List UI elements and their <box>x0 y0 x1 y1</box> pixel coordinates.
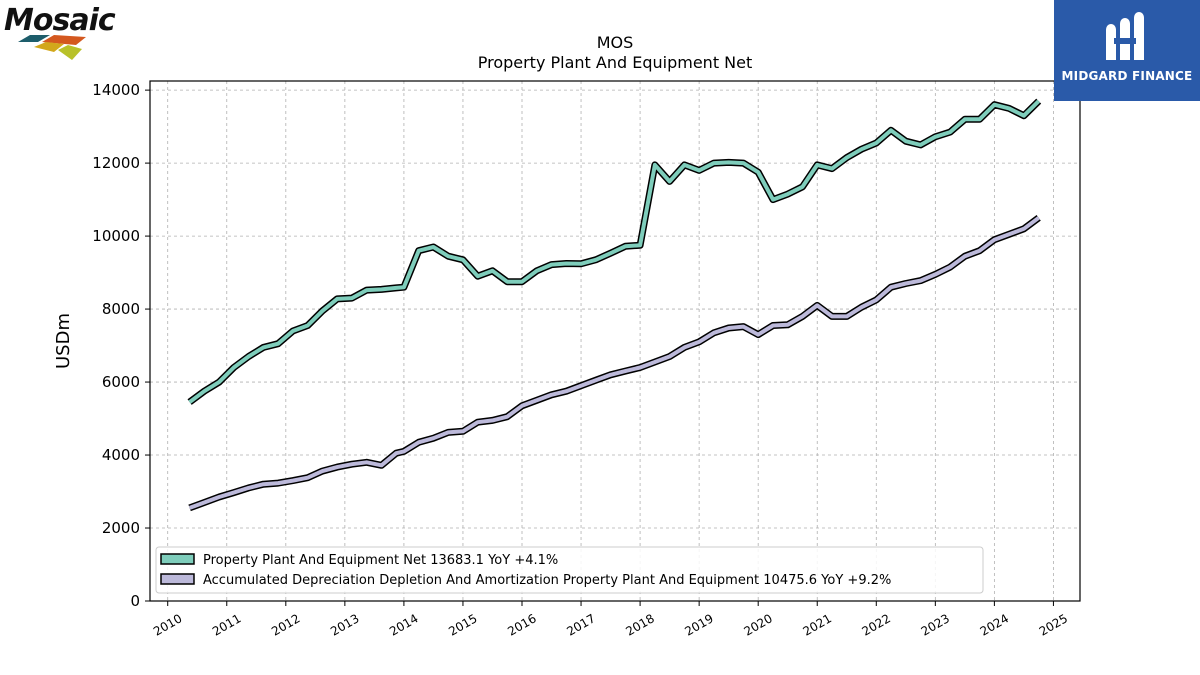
x-tick-label: 2016 <box>505 611 538 638</box>
x-tick-label: 2010 <box>151 611 184 638</box>
logo-tile-orange <box>42 35 86 45</box>
midgard-emblem-icon <box>1106 12 1144 60</box>
x-tick-label: 2017 <box>564 611 597 638</box>
x-tick-label: 2022 <box>860 611 893 638</box>
y-axis-label: USDm <box>53 313 74 369</box>
x-axis-ticks: 2010 2011 2012 2013 2014 2015 2016 2017 2018 2019… <box>151 601 1070 639</box>
chart-title: MOS <box>597 33 634 52</box>
x-tick-label: 2021 <box>801 611 834 638</box>
mosaic-logo: Mosaic <box>4 3 129 62</box>
y-tick-label: 8000 <box>102 300 140 318</box>
x-tick-label: 2015 <box>446 611 479 638</box>
legend-label-1: Accumulated Depreciation Depletion And A… <box>203 573 891 588</box>
grid <box>150 81 1080 602</box>
y-tick-label: 12000 <box>92 154 140 172</box>
x-tick-label: 2019 <box>682 611 715 638</box>
y-tick-label: 10000 <box>92 227 140 245</box>
x-tick-label: 2011 <box>210 611 243 638</box>
x-tick-label: 2013 <box>328 611 361 638</box>
mosaic-logo-text: Mosaic <box>4 4 116 38</box>
legend-swatch-1 <box>160 573 195 585</box>
legend-label-0: Property Plant And Equipment Net 13683.1… <box>203 553 558 568</box>
logo-tile-lime <box>58 45 82 60</box>
legend-box <box>155 546 984 594</box>
y-tick-label: 14000 <box>92 81 140 99</box>
logo-tile-gold <box>34 42 64 52</box>
y-tick-label: 6000 <box>102 373 140 391</box>
series-lines <box>187 98 1042 512</box>
y-tick-label: 2000 <box>102 519 140 537</box>
x-tick-label: 2012 <box>269 611 302 638</box>
x-tick-label: 2014 <box>387 611 420 638</box>
legend: Property Plant And Equipment Net 13683.1… <box>155 546 984 594</box>
series-line-1 <box>188 216 1040 510</box>
x-tick-label: 2023 <box>919 611 952 638</box>
logo-tile-teal <box>18 35 50 42</box>
midgard-logo-text: MIDGARD FINANCE <box>1061 69 1193 83</box>
plot-frame <box>149 80 1081 602</box>
y-tick-label: 4000 <box>102 446 140 464</box>
y-axis-ticks: 0 2000 4000 6000 8000 10000 12000 14000 <box>92 81 150 610</box>
y-tick-label: 0 <box>130 592 140 610</box>
legend-swatch-0 <box>160 553 195 565</box>
x-tick-label: 2025 <box>1037 611 1070 638</box>
series-line-0 <box>188 99 1041 404</box>
midgard-finance-logo: MIDGARD FINANCE <box>1054 0 1200 101</box>
chart-subtitle: Property Plant And Equipment Net <box>478 53 753 72</box>
series-outline-1 <box>188 214 1041 512</box>
x-tick-label: 2020 <box>741 611 774 638</box>
x-tick-label: 2018 <box>623 611 656 638</box>
x-tick-label: 2024 <box>978 611 1011 638</box>
